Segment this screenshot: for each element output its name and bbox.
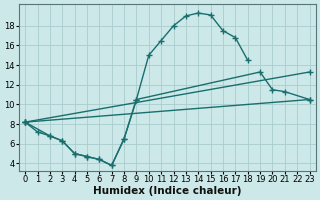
X-axis label: Humidex (Indice chaleur): Humidex (Indice chaleur) <box>93 186 242 196</box>
